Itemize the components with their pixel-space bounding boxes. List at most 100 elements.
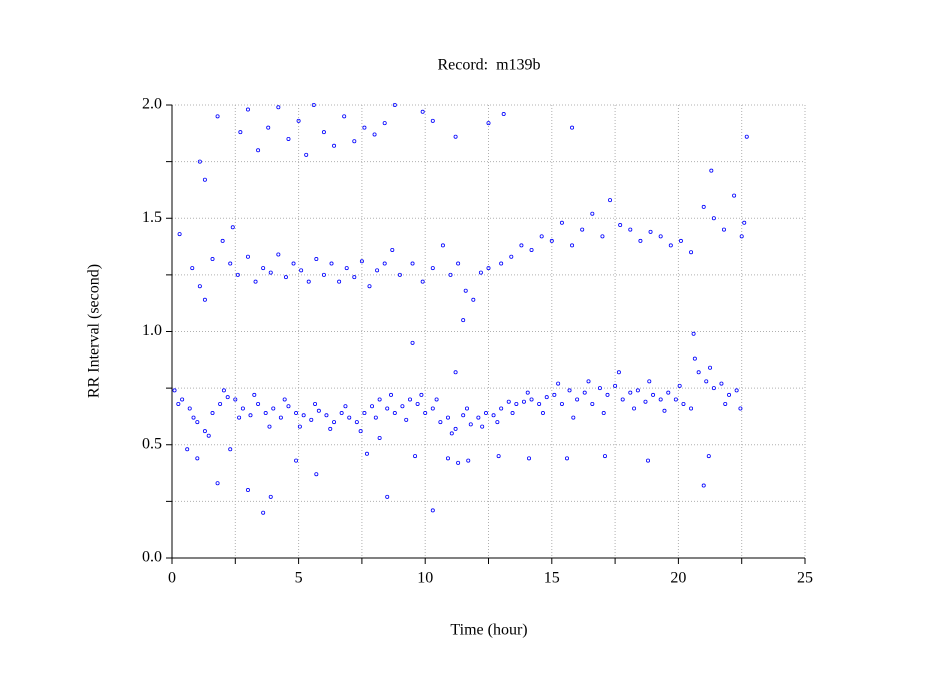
point [486, 266, 491, 271]
point [342, 114, 347, 119]
point [370, 404, 375, 409]
point [294, 411, 299, 416]
point [256, 401, 261, 406]
point [202, 177, 207, 182]
point [514, 401, 519, 406]
point [499, 406, 504, 411]
point [521, 399, 526, 404]
point [347, 415, 352, 420]
point [294, 458, 299, 463]
point [337, 279, 342, 284]
point [478, 270, 483, 275]
point [359, 259, 364, 264]
point [382, 121, 387, 126]
y-tick-label: 1.0 [142, 322, 162, 339]
point [286, 136, 291, 141]
point [491, 413, 496, 418]
point [691, 331, 696, 336]
point [245, 107, 250, 112]
y-tick-label: 0.5 [142, 435, 162, 452]
point [580, 227, 585, 232]
point [739, 234, 744, 239]
point [278, 415, 283, 420]
point [240, 406, 245, 411]
point [445, 415, 450, 420]
point [590, 211, 595, 216]
point [266, 125, 271, 130]
point [590, 401, 595, 406]
point [701, 483, 706, 488]
point [420, 279, 425, 284]
point [440, 243, 445, 248]
point [453, 134, 458, 139]
point [706, 454, 711, 459]
point [309, 417, 314, 422]
point [449, 431, 454, 436]
point [605, 392, 610, 397]
point [245, 254, 250, 259]
point [377, 435, 382, 440]
point [601, 411, 606, 416]
point [225, 395, 230, 400]
point [367, 284, 372, 289]
y-tick-label: 1.5 [142, 209, 162, 226]
point [666, 390, 671, 395]
point [499, 261, 504, 266]
point [701, 204, 706, 209]
point [721, 227, 726, 232]
point [732, 193, 737, 198]
point [253, 279, 258, 284]
point [268, 270, 273, 275]
point [392, 103, 397, 108]
point [727, 392, 732, 397]
point [495, 420, 500, 425]
point [678, 238, 683, 243]
point [616, 370, 621, 375]
point [464, 406, 469, 411]
point [608, 198, 613, 203]
point [329, 261, 334, 266]
point [430, 406, 435, 411]
point [453, 426, 458, 431]
point [549, 238, 554, 243]
point [571, 415, 576, 420]
point [559, 220, 564, 225]
point [261, 510, 266, 515]
point [390, 247, 395, 252]
x-axis-label: Time (hour) [450, 622, 527, 639]
point [461, 318, 466, 323]
point [301, 413, 306, 418]
point [176, 401, 181, 406]
point [328, 426, 333, 431]
point [510, 411, 515, 416]
point [210, 411, 215, 416]
point [537, 401, 542, 406]
point [696, 370, 701, 375]
point [385, 494, 390, 499]
point [206, 433, 211, 438]
point [501, 112, 506, 117]
point [352, 139, 357, 144]
point [430, 118, 435, 123]
point [461, 413, 466, 418]
point [221, 388, 226, 393]
point [677, 383, 682, 388]
point [709, 168, 714, 173]
point [681, 401, 686, 406]
point [377, 397, 382, 402]
point [575, 397, 580, 402]
point [248, 413, 253, 418]
point [567, 388, 572, 393]
point [486, 121, 491, 126]
point [719, 381, 724, 386]
point [397, 272, 402, 277]
point [471, 297, 476, 302]
point [468, 422, 473, 427]
point [423, 411, 428, 416]
point [708, 365, 713, 370]
x-tick-label: 25 [797, 570, 813, 587]
y-axis-label: RR Interval (second) [86, 264, 103, 398]
point [445, 456, 450, 461]
point [635, 388, 640, 393]
